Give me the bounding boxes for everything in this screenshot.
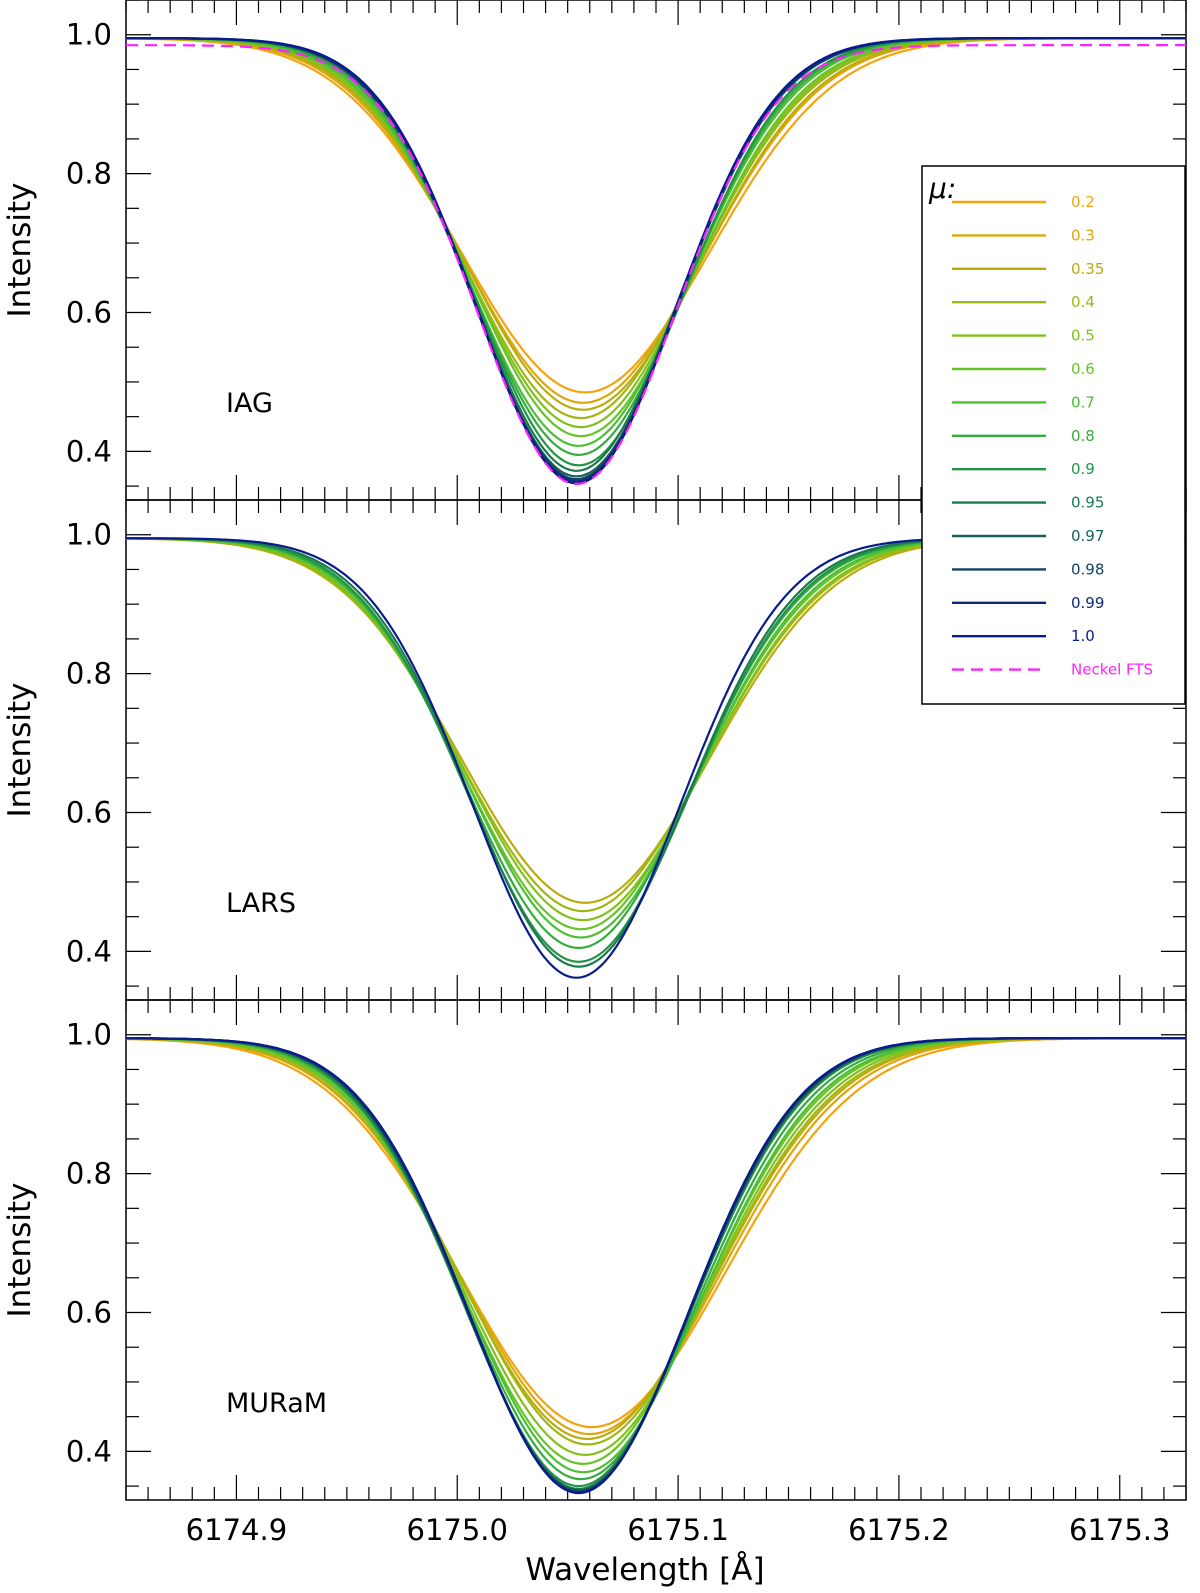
legend-label: 0.7: [1071, 393, 1095, 411]
y-tick-label: 0.8: [66, 657, 112, 691]
y-tick-label: 0.4: [66, 934, 112, 968]
legend-label: 0.4: [1071, 293, 1095, 311]
y-tick-label: 0.8: [66, 157, 112, 191]
curves: [126, 37, 1186, 486]
series-line-0.99: [126, 1037, 1186, 1494]
y-tick-label: 0.4: [66, 1434, 112, 1468]
legend-label: 0.8: [1071, 427, 1095, 445]
panel-label: IAG: [226, 388, 273, 419]
y-tick-label: 0.6: [66, 1296, 112, 1330]
panel-label: MURaM: [226, 1388, 327, 1419]
panel-lars: 0.4 0.6 0.8 1.0 Intensity LARS: [2, 499, 1187, 1001]
y-axis-title: Intensity: [2, 1183, 38, 1318]
legend-label: 0.97: [1071, 527, 1104, 545]
legend-label: 0.99: [1071, 594, 1104, 612]
y-tick-label: 1.0: [66, 18, 112, 52]
x-tick-label: 6175.1: [627, 1513, 728, 1547]
x-tick-label: 6175.3: [1069, 1513, 1170, 1547]
legend-label: 0.3: [1071, 226, 1095, 244]
legend-label: 0.98: [1071, 560, 1104, 578]
legend-label: 0.95: [1071, 494, 1104, 512]
legend-label: Neckel FTS: [1071, 661, 1153, 679]
series-line-0.2: [126, 1037, 1186, 1429]
legend-label: 0.9: [1071, 460, 1095, 478]
series-line-1.0: [126, 1037, 1186, 1495]
legend-label: 0.35: [1071, 260, 1104, 278]
y-tick-label: 0.6: [66, 296, 112, 330]
x-tick-labels: 6174.9 6175.0 6175.1 6175.2 6175.3: [186, 1513, 1171, 1547]
y-tick-label: 0.8: [66, 1157, 112, 1191]
panel-muram: 0.4 0.6 0.8 1.0 Intensity MURaM: [2, 999, 1187, 1501]
x-tick-label: 6175.0: [407, 1513, 508, 1547]
panels: 0.4 0.6 0.8 1.0 Intensity IAG 0.4 0.6 0.8 1.0 Inte…: [2, 0, 1187, 1547]
series-line-0.3: [126, 1037, 1186, 1436]
series-line-neckel-fts: [126, 44, 1186, 486]
x-tick-label: 6174.9: [186, 1513, 287, 1547]
curves: [126, 1037, 1186, 1495]
panel-frame: [125, 999, 1187, 1501]
series-line-0.98: [126, 1037, 1186, 1493]
y-tick-label: 0.4: [66, 434, 112, 468]
legend-label: 0.5: [1071, 327, 1095, 345]
y-tick-label: 1.0: [66, 1018, 112, 1052]
panel-iag: 0.4 0.6 0.8 1.0 Intensity IAG: [2, 0, 1187, 501]
y-axis-title: Intensity: [2, 683, 38, 818]
series-line-0.95: [126, 1037, 1186, 1491]
y-axis-title: Intensity: [2, 183, 38, 318]
x-axis-title: Wavelength [Å]: [525, 1552, 764, 1588]
legend-label: 0.2: [1071, 193, 1095, 211]
x-tick-label: 6175.2: [848, 1513, 949, 1547]
legend: μ: 0.2 0.3 0.35 0.4 0.5 0.6 0.7 0.8 0.9 0.95 0.97 0…: [921, 165, 1186, 705]
series-line-0.35: [126, 1037, 1186, 1441]
legend-label: 0.6: [1071, 360, 1095, 378]
y-tick-label: 1.0: [66, 518, 112, 552]
series-line-0.97: [126, 1037, 1186, 1492]
panel-label: LARS: [226, 888, 296, 919]
legend-label: 1.0: [1071, 627, 1095, 645]
legend-title: μ:: [928, 172, 956, 205]
y-tick-label: 0.6: [66, 796, 112, 830]
